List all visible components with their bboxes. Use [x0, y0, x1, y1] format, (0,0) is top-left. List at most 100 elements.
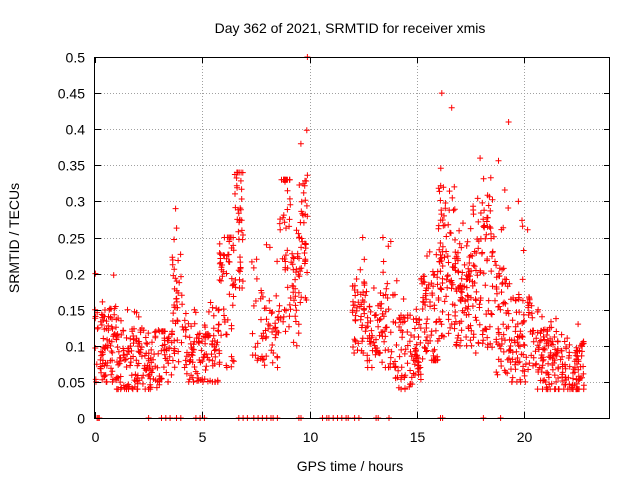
data-point: [203, 363, 210, 370]
data-point: [352, 312, 359, 319]
data-point: [530, 327, 537, 334]
data-point: [239, 278, 246, 285]
data-point: [505, 119, 512, 125]
data-point: [350, 344, 356, 350]
data-point: [168, 371, 175, 378]
data-point: [175, 358, 182, 365]
data-point: [92, 376, 99, 383]
data-point: [95, 324, 101, 331]
data-point: [113, 324, 119, 331]
data-point: [396, 353, 403, 360]
data-point: [404, 360, 411, 367]
data-point: [208, 351, 215, 358]
data-point: [367, 338, 374, 345]
data-point: [495, 325, 502, 332]
data-point: [417, 376, 424, 383]
data-point: [516, 294, 522, 301]
data-point: [171, 285, 178, 292]
data-point: [97, 356, 104, 363]
data-point: [503, 276, 510, 283]
data-point: [452, 312, 459, 319]
data-point: [265, 321, 272, 328]
data-point: [450, 207, 457, 214]
data-point: [302, 294, 309, 301]
data-point: [546, 353, 552, 360]
data-point: [485, 202, 492, 209]
data-point: [366, 303, 373, 310]
data-point: [239, 236, 246, 243]
data-point: [486, 323, 493, 330]
data-point: [361, 279, 368, 285]
data-point: [296, 182, 303, 188]
data-point: [453, 339, 460, 346]
data-point: [186, 334, 193, 341]
data-point: [538, 352, 545, 358]
data-point: [173, 298, 180, 305]
data-point: [467, 337, 474, 344]
data-point: [293, 342, 300, 349]
data-point: [237, 177, 244, 184]
data-point: [282, 328, 289, 335]
data-point: [482, 282, 489, 289]
data-point: [385, 346, 392, 353]
data-point: [207, 299, 214, 306]
data-point: [298, 244, 305, 251]
data-point: [526, 360, 533, 367]
data-point: [473, 288, 480, 295]
x-tick-label: 0: [92, 429, 100, 445]
data-point: [156, 378, 163, 385]
data-point: [103, 318, 110, 325]
data-point: [387, 329, 394, 336]
data-point: [433, 319, 439, 326]
data-point: [211, 360, 218, 367]
data-point: [439, 263, 446, 269]
data-point: [519, 276, 526, 283]
data-point: [398, 346, 405, 353]
data-point: [540, 326, 547, 333]
data-point: [469, 282, 476, 289]
y-tick-label: 0: [77, 411, 85, 427]
data-point: [430, 283, 437, 290]
data-point: [263, 333, 270, 340]
data-point: [390, 292, 397, 299]
data-point: [367, 308, 374, 315]
data-point: [137, 349, 144, 356]
data-point: [455, 332, 462, 339]
data-point: [485, 297, 492, 304]
data-point: [566, 341, 573, 348]
data-point: [352, 317, 359, 324]
data-point: [300, 189, 307, 196]
data-point: [303, 127, 310, 134]
data-point: [284, 187, 291, 194]
data-point: [191, 320, 198, 327]
data-point: [428, 280, 435, 287]
data-point: [175, 290, 182, 296]
data-point: [286, 176, 293, 183]
data-point: [142, 334, 149, 341]
data-point: [429, 290, 436, 297]
data-point: [224, 251, 231, 258]
data-point: [118, 384, 125, 391]
data-point: [293, 227, 300, 234]
data-point: [261, 362, 268, 369]
data-point: [437, 252, 444, 258]
data-point: [196, 330, 203, 337]
data-point: [228, 363, 235, 370]
data-point: [231, 171, 238, 178]
data-point: [136, 377, 143, 384]
data-point: [228, 322, 235, 329]
data-point: [575, 321, 582, 328]
data-point: [384, 295, 391, 301]
data-point: [263, 353, 270, 360]
data-point: [505, 205, 512, 211]
data-point: [280, 318, 287, 325]
data-point: [487, 207, 494, 214]
data-point: [289, 250, 296, 257]
data-point: [216, 240, 223, 247]
data-point: [209, 340, 215, 347]
data-point: [384, 280, 391, 287]
data-point: [169, 331, 175, 338]
data-point: [519, 333, 526, 340]
y-tick-label: 0.15: [58, 303, 85, 319]
data-point: [272, 334, 279, 341]
